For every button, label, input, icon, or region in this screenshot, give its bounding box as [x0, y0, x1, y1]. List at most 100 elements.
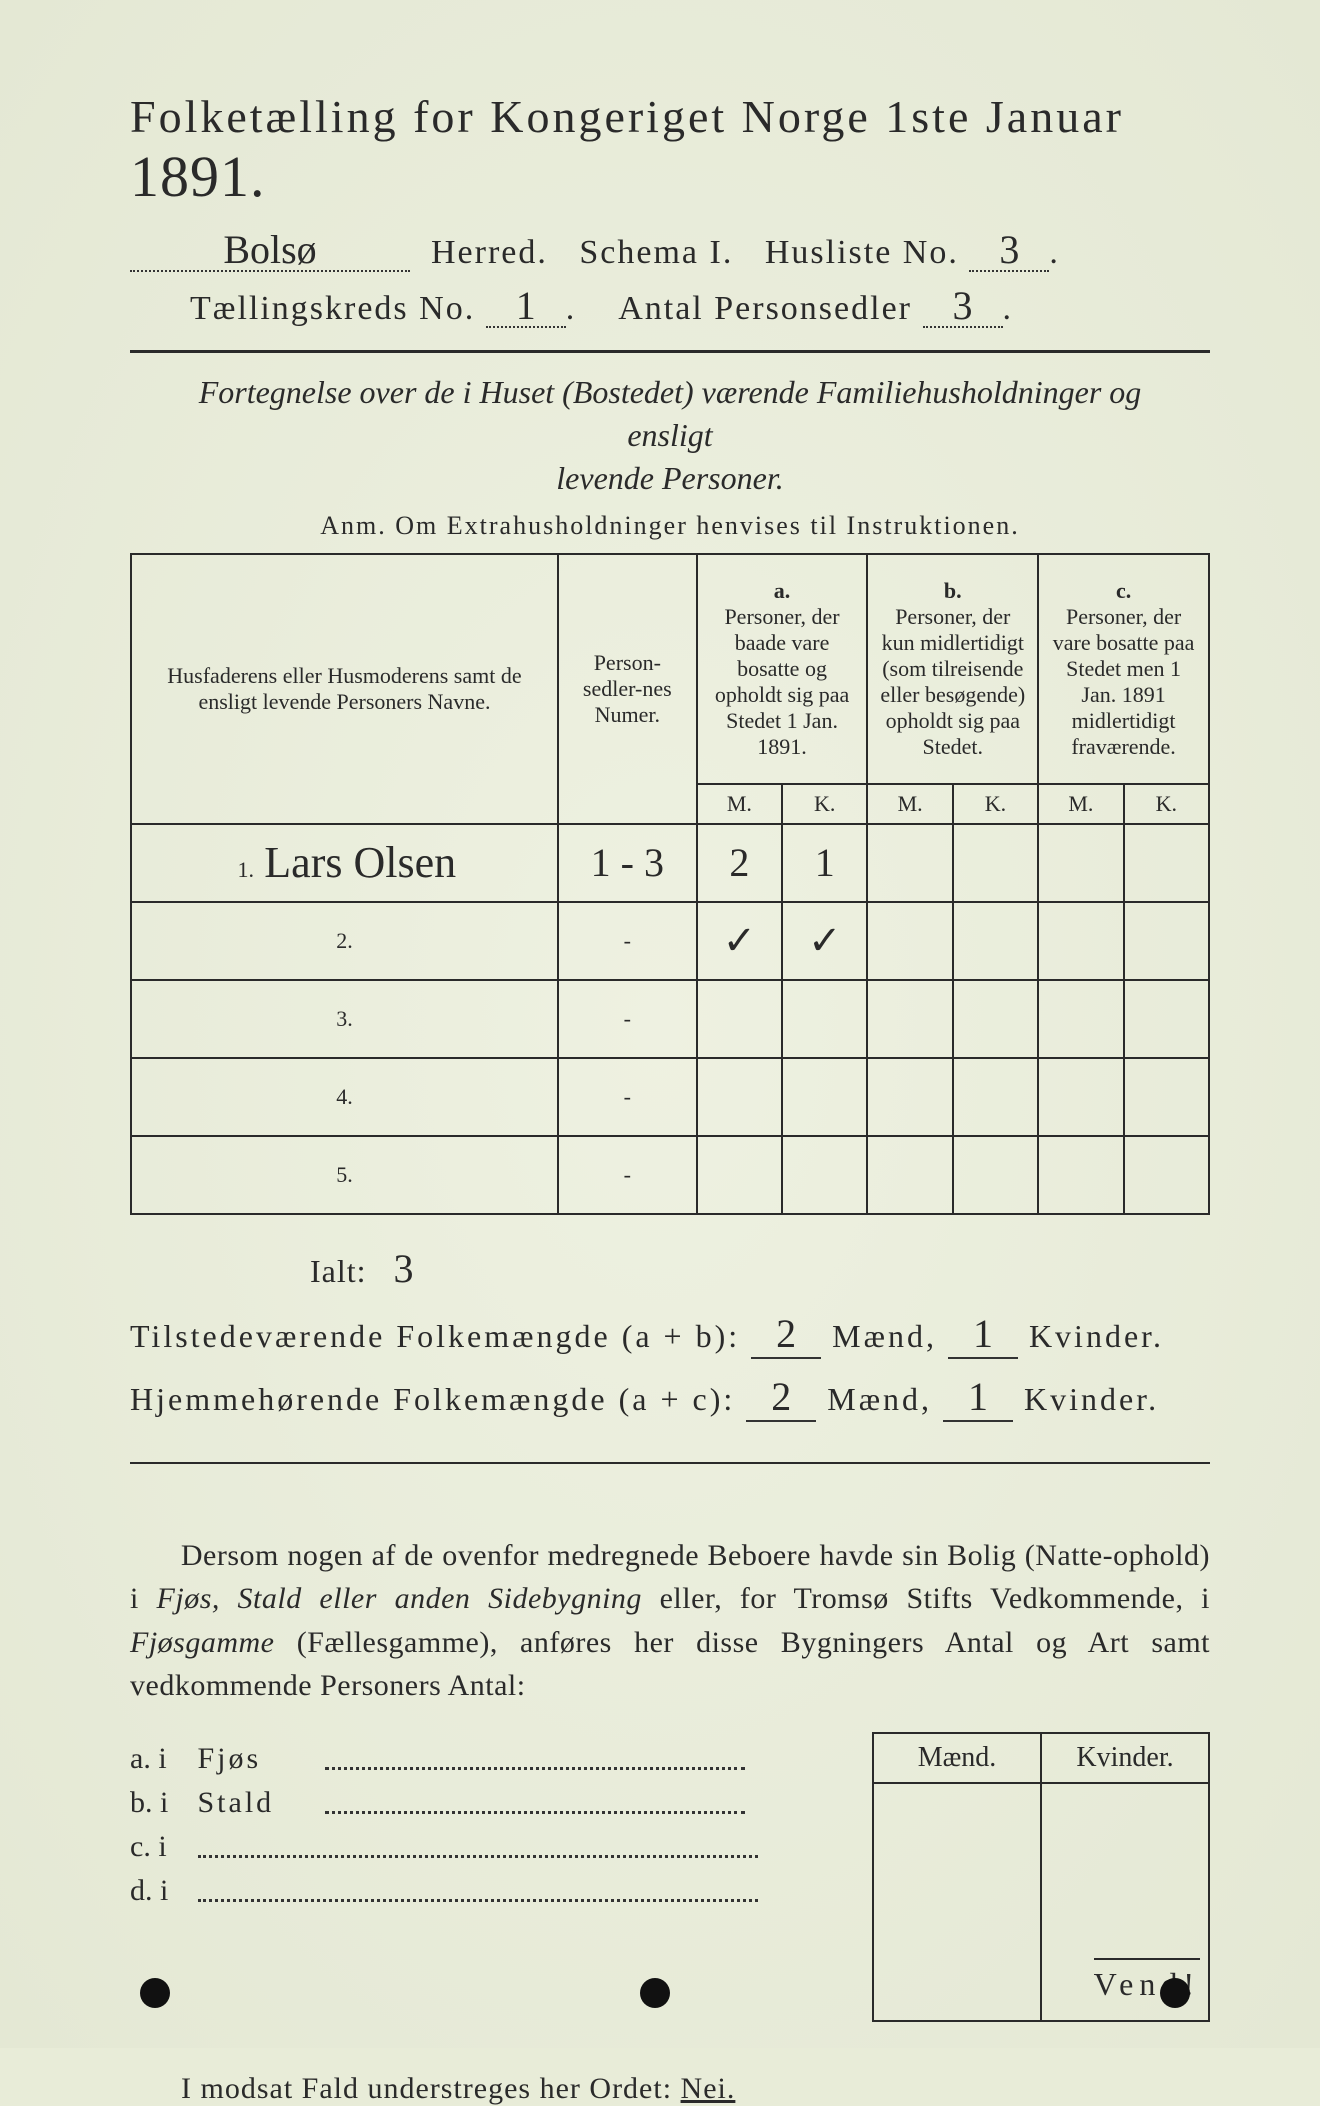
row-num: 4.: [331, 1084, 357, 1110]
header-line-2: Bolsø Herred. Schema I. Husliste No. 3.: [130, 230, 1210, 272]
antal-val: 3: [953, 286, 973, 326]
col-c: c. Personer, der vare bosatte paa Stedet…: [1038, 554, 1209, 784]
sidebuild-row: a. i Fjøs: [130, 1742, 842, 1776]
punch-hole-icon: [1160, 1978, 1190, 2008]
dots-line: [325, 1752, 745, 1770]
punch-hole-icon: [640, 1978, 670, 2008]
row-aK: 1: [815, 839, 835, 886]
divider-2: [130, 1462, 1210, 1464]
subtitle-block: Fortegnelse over de i Huset (Bostedet) v…: [190, 371, 1150, 501]
row-aM: 2: [729, 839, 749, 886]
sb-lbl2: Fjøs: [198, 1742, 318, 1776]
col-a-M: M.: [697, 784, 782, 824]
kvinder-label: Kvinder.: [1029, 1318, 1164, 1354]
para-em1: Fjøs, Stald eller anden Sidebygning: [157, 1582, 642, 1615]
row-bK: [953, 824, 1038, 902]
col-c-text: Personer, der vare bosatte paa Stedet me…: [1053, 604, 1195, 759]
sb-lbl: a. i: [130, 1742, 190, 1776]
page-title: Folketælling for Kongeriget Norge 1ste J…: [130, 90, 1210, 210]
row-cM: [1038, 824, 1123, 902]
row-name: Lars Olsen: [264, 837, 456, 888]
dots-line: [325, 1796, 745, 1814]
ialt-label: Ialt:: [310, 1253, 367, 1289]
totals-block: Ialt: 3 Tilstedeværende Folkemængde (a +…: [130, 1245, 1210, 1422]
row-aM: ✓: [723, 917, 757, 964]
row-numer: -: [558, 1136, 697, 1214]
nei-line: I modsat Fald understreges her Ordet: Ne…: [130, 2072, 1210, 2106]
dots-line: [198, 1840, 758, 1858]
sidebuild-row: d. i: [130, 1874, 842, 1908]
col-c-M: M.: [1038, 784, 1123, 824]
row-cK: [1124, 824, 1209, 902]
row-num: 3.: [331, 1006, 357, 1032]
title-year: 1891.: [130, 144, 266, 209]
subtitle-line2: levende Personer.: [556, 460, 783, 496]
row-bK: [953, 902, 1038, 980]
census-form-page: Folketælling for Kongeriget Norge 1ste J…: [0, 0, 1320, 2048]
herred-label: Herred.: [431, 234, 548, 271]
title-text: Folketælling for Kongeriget Norge 1ste J…: [130, 91, 1124, 142]
schema-label: Schema I.: [579, 234, 733, 271]
hjem-M: 2: [771, 1373, 791, 1420]
tilst-K: 1: [973, 1310, 993, 1357]
table-row: 1. Lars Olsen 1 - 3 2 1: [131, 824, 1209, 902]
sb-lbl: c. i: [130, 1830, 190, 1864]
sb-lbl: b. i: [130, 1786, 190, 1820]
sb-lbl2: Stald: [198, 1786, 318, 1820]
row-aK: ✓: [808, 917, 842, 964]
row-num: 5.: [331, 1162, 357, 1188]
row-cM: [1038, 902, 1123, 980]
sb-lbl: d. i: [130, 1874, 190, 1908]
punch-hole-icon: [140, 1978, 170, 2008]
row-numer: -: [558, 902, 697, 980]
para-em2: Fjøsgamme: [130, 1626, 274, 1659]
tilst-M: 2: [776, 1310, 796, 1357]
mk-kvinder: Kvinder.: [1041, 1733, 1209, 1783]
row-num: 1.: [233, 857, 259, 883]
tilst-label: Tilstedeværende Folkemængde (a + b):: [130, 1318, 740, 1354]
husliste-no: 3: [999, 230, 1019, 270]
instruction-paragraph: Dersom nogen af de ovenfor medregnede Be…: [130, 1534, 1210, 1708]
kvinder-label2: Kvinder.: [1024, 1381, 1159, 1417]
sidebuild-row: c. i: [130, 1830, 842, 1864]
nei-word: Nei.: [681, 2072, 736, 2105]
col-c-K: K.: [1124, 784, 1209, 824]
row-numer: -: [558, 1058, 697, 1136]
col-b-M: M.: [867, 784, 952, 824]
kreds-label: Tællingskreds No.: [190, 290, 475, 327]
row-num: 2.: [331, 928, 357, 954]
row-bM: [867, 824, 952, 902]
col-b-text: Personer, der kun midlertidigt (som tilr…: [880, 604, 1025, 759]
anm-note: Anm. Om Extrahusholdninger henvises til …: [130, 511, 1210, 541]
sidebuild-row: b. i Stald: [130, 1786, 842, 1820]
table-row: 3. -: [131, 980, 1209, 1058]
header-line-3: Tællingskreds No. 1. Antal Personsedler …: [130, 286, 1210, 328]
col-a-K: K.: [782, 784, 867, 824]
row-bM: [867, 902, 952, 980]
side-building-block: a. i Fjøs b. i Stald c. i d. i Mænd. K: [130, 1732, 1210, 2022]
col-names: Husfaderens eller Husmoderens samt de en…: [131, 554, 558, 824]
col-b-head: b.: [944, 578, 962, 603]
table-row: 4. -: [131, 1058, 1209, 1136]
ialt-val: 3: [394, 1245, 414, 1292]
col-a: a. Personer, der baade vare bosatte og o…: [697, 554, 868, 784]
divider-1: [130, 350, 1210, 353]
maend-label: Mænd,: [832, 1318, 937, 1354]
hjem-K: 1: [968, 1373, 988, 1420]
col-c-head: c.: [1116, 578, 1131, 603]
kreds-no: 1: [516, 286, 536, 326]
row-numer: 1 - 3: [591, 839, 664, 886]
herred-value: Bolsø: [223, 230, 316, 270]
maend-label2: Mænd,: [827, 1381, 932, 1417]
para-t3: (Fællesgamme), anføres her disse Bygning…: [130, 1626, 1210, 1703]
table-row: 5. -: [131, 1136, 1209, 1214]
subtitle-line1: Fortegnelse over de i Huset (Bostedet) v…: [199, 374, 1142, 453]
main-table: Husfaderens eller Husmoderens samt de en…: [130, 553, 1210, 1215]
husliste-label: Husliste No.: [765, 234, 959, 271]
nei-text: I modsat Fald understreges her Ordet:: [181, 2072, 672, 2105]
hjem-label: Hjemmehørende Folkemængde (a + c):: [130, 1381, 735, 1417]
mk-maend: Mænd.: [873, 1733, 1041, 1783]
col-a-head: a.: [774, 578, 791, 603]
col-numer: Person-sedler-nes Numer.: [558, 554, 697, 824]
para-t2: eller, for Tromsø Stifts Vedkommende, i: [642, 1582, 1210, 1615]
